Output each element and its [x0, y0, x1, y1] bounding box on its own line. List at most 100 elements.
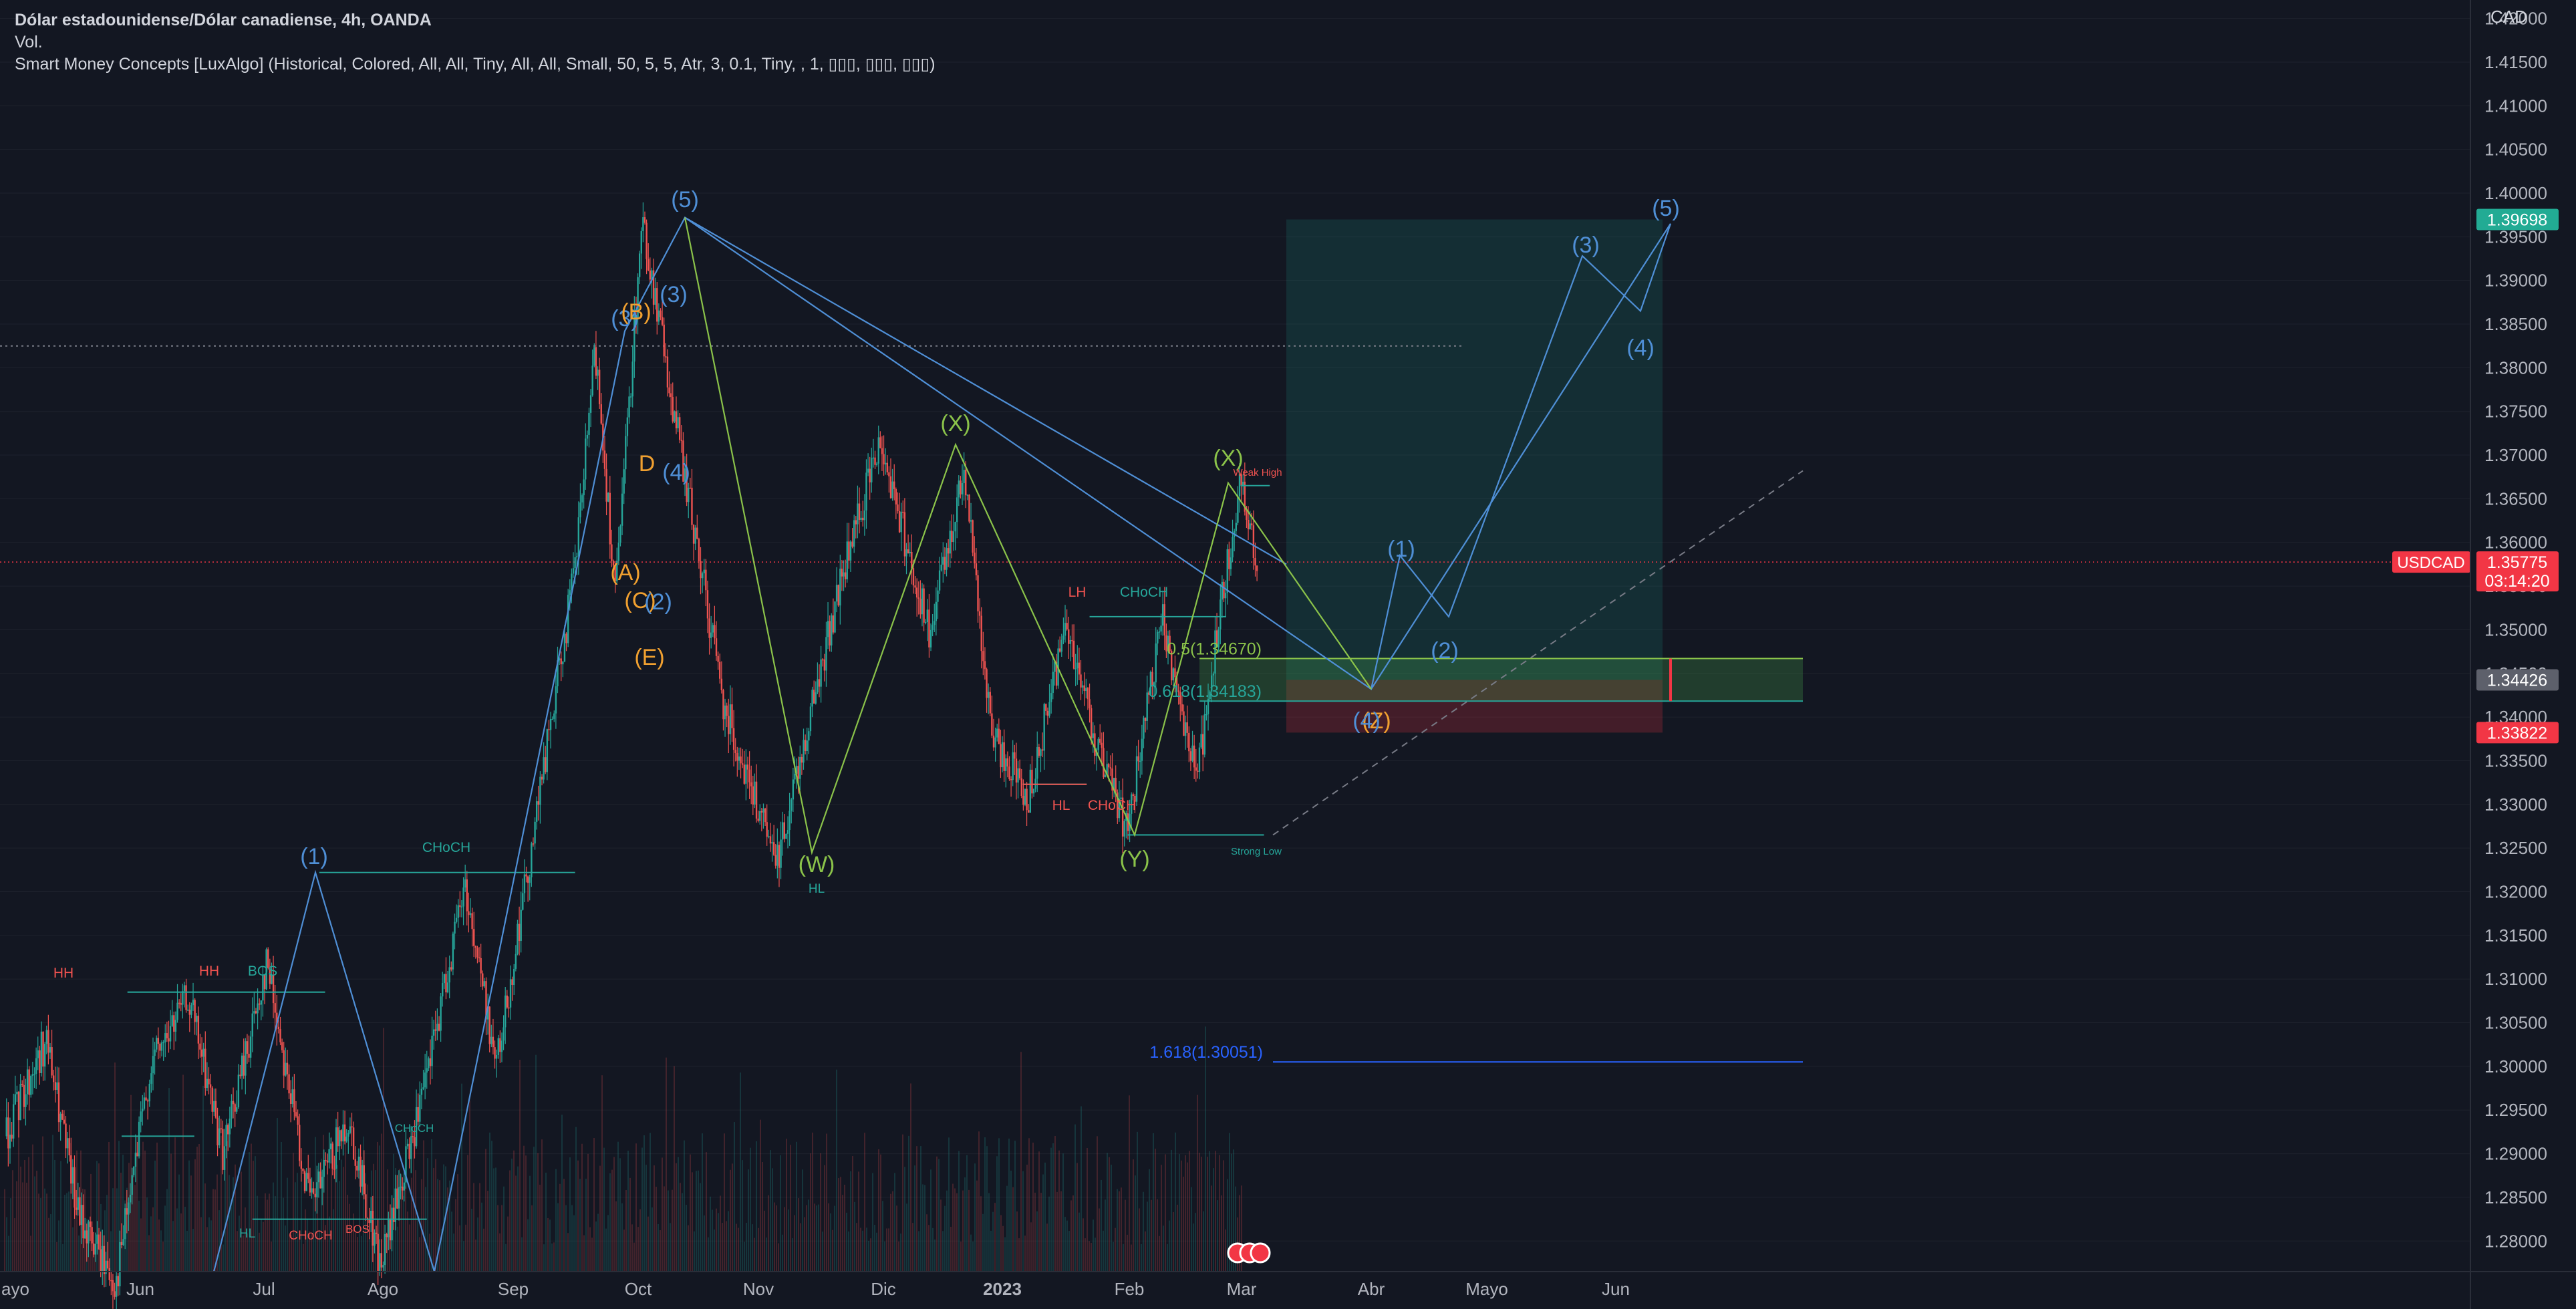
- volume-bar: [377, 1141, 378, 1272]
- candle-body: [879, 437, 881, 448]
- candle-body: [944, 557, 946, 570]
- candle-body: [200, 1049, 203, 1057]
- volume-bar: [423, 1140, 424, 1272]
- candle-body: [846, 541, 848, 579]
- volume-bar: [108, 1141, 110, 1272]
- candle-body: [869, 468, 871, 482]
- candles: [5, 202, 1258, 1309]
- candle-body: [1193, 745, 1195, 768]
- candle-body: [115, 1276, 118, 1297]
- candle-body: [661, 317, 664, 325]
- volume-bar: [148, 1235, 150, 1272]
- volume-bar: [1219, 1155, 1220, 1272]
- wave-line-green[interactable]: [684, 217, 1372, 855]
- candle-body: [455, 917, 458, 922]
- candle-body: [342, 1124, 344, 1142]
- volume-bar: [1050, 1147, 1052, 1272]
- price-tag-entry[interactable]: [2476, 669, 2559, 691]
- candle-body: [402, 1186, 404, 1191]
- volume-bar: [926, 1214, 927, 1272]
- candle-body: [267, 949, 269, 968]
- candle-body: [102, 1246, 104, 1272]
- candle-body: [168, 1038, 170, 1042]
- volume-bar: [692, 1172, 693, 1272]
- candle-body: [785, 833, 787, 839]
- structure-label: CHoCH: [1088, 798, 1136, 813]
- volume-bar: [1075, 1124, 1076, 1272]
- candle-body: [330, 1143, 332, 1149]
- candle-body: [271, 975, 273, 984]
- candle-body: [586, 434, 589, 439]
- candle-body: [325, 1159, 327, 1161]
- candle-body: [1045, 704, 1047, 711]
- volume-bar: [1099, 1208, 1100, 1272]
- volume-bar: [122, 1155, 124, 1272]
- candle-body: [527, 876, 529, 883]
- price-tag-stop[interactable]: [2476, 722, 2559, 744]
- candle-body: [326, 1160, 329, 1163]
- volume-bar: [217, 1174, 218, 1272]
- candle-body: [1052, 672, 1054, 694]
- y-tick-label: 1.33000: [2484, 794, 2547, 815]
- volume-bar: [363, 1136, 364, 1272]
- wave-channel-line[interactable]: [1371, 223, 1671, 690]
- volume-bar: [132, 1167, 134, 1272]
- candle-body: [1169, 635, 1171, 651]
- volume-bar: [142, 1141, 144, 1272]
- current-price-tag[interactable]: [2476, 551, 2559, 592]
- candle-body: [217, 1117, 219, 1146]
- candle-body: [1171, 651, 1173, 681]
- target-zone[interactable]: [1286, 219, 1663, 680]
- volume-bar: [62, 1244, 63, 1272]
- candle-body: [71, 1167, 74, 1184]
- symbol-title[interactable]: Dólar estadounidense/Dólar canadiense, 4…: [15, 11, 432, 29]
- smc-indicator-label[interactable]: Smart Money Concepts [LuxAlgo] (Historic…: [15, 55, 936, 74]
- candle-body: [776, 845, 778, 866]
- volume-bar: [706, 1152, 707, 1272]
- volume-bar: [615, 1201, 617, 1272]
- volume-bar: [744, 1242, 745, 1272]
- volume-bar: [1081, 1106, 1082, 1272]
- chart-legend: Dólar estadounidense/Dólar canadiense, 4…: [15, 9, 936, 76]
- wave-line-blue-macro[interactable]: [212, 216, 1287, 1272]
- candle-body: [169, 1026, 172, 1042]
- candle-body: [460, 906, 463, 908]
- volume-bar: [521, 1237, 523, 1272]
- volume-bar: [154, 1160, 156, 1272]
- candle-body: [844, 572, 847, 579]
- candle-body: [654, 288, 656, 305]
- candle-body: [674, 411, 676, 422]
- volume-bar: [838, 1178, 839, 1272]
- volume-indicator-label[interactable]: Vol.: [15, 33, 43, 51]
- candle-body: [239, 1074, 241, 1076]
- fib-retrace-zone[interactable]: [1199, 658, 1803, 702]
- volume-bar: [493, 1168, 494, 1272]
- volume-bar: [94, 1244, 96, 1272]
- event-flag-icon[interactable]: [1250, 1242, 1271, 1264]
- volume-bar: [206, 1227, 208, 1272]
- candle-body: [600, 404, 602, 424]
- wave-label: (4): [1626, 335, 1655, 361]
- volume-bar: [1062, 1153, 1064, 1272]
- y-tick-label: 1.30500: [2484, 1013, 2547, 1033]
- price-tag-target[interactable]: [2476, 208, 2559, 231]
- volume-bar: [722, 1223, 723, 1272]
- volume-bar: [435, 1159, 436, 1272]
- volume-bar: [251, 1143, 252, 1272]
- candle-body: [337, 1127, 339, 1147]
- candle-body: [541, 776, 543, 780]
- candle-body: [829, 621, 831, 645]
- volume-bar: [1227, 1179, 1228, 1272]
- volume-bar: [495, 1167, 496, 1272]
- volume-bar: [820, 1153, 821, 1272]
- stop-zone[interactable]: [1286, 680, 1663, 733]
- price-axis[interactable]: 1.420001.415001.410001.405001.400001.395…: [2484, 9, 2547, 1252]
- candle-body: [813, 690, 815, 704]
- symbol-tag[interactable]: [2392, 551, 2470, 573]
- candle-body: [223, 1146, 226, 1170]
- volume-bar: [648, 1216, 649, 1272]
- volume-bar: [551, 1244, 553, 1272]
- candle-body: [897, 504, 899, 511]
- volume-bar: [341, 1159, 342, 1272]
